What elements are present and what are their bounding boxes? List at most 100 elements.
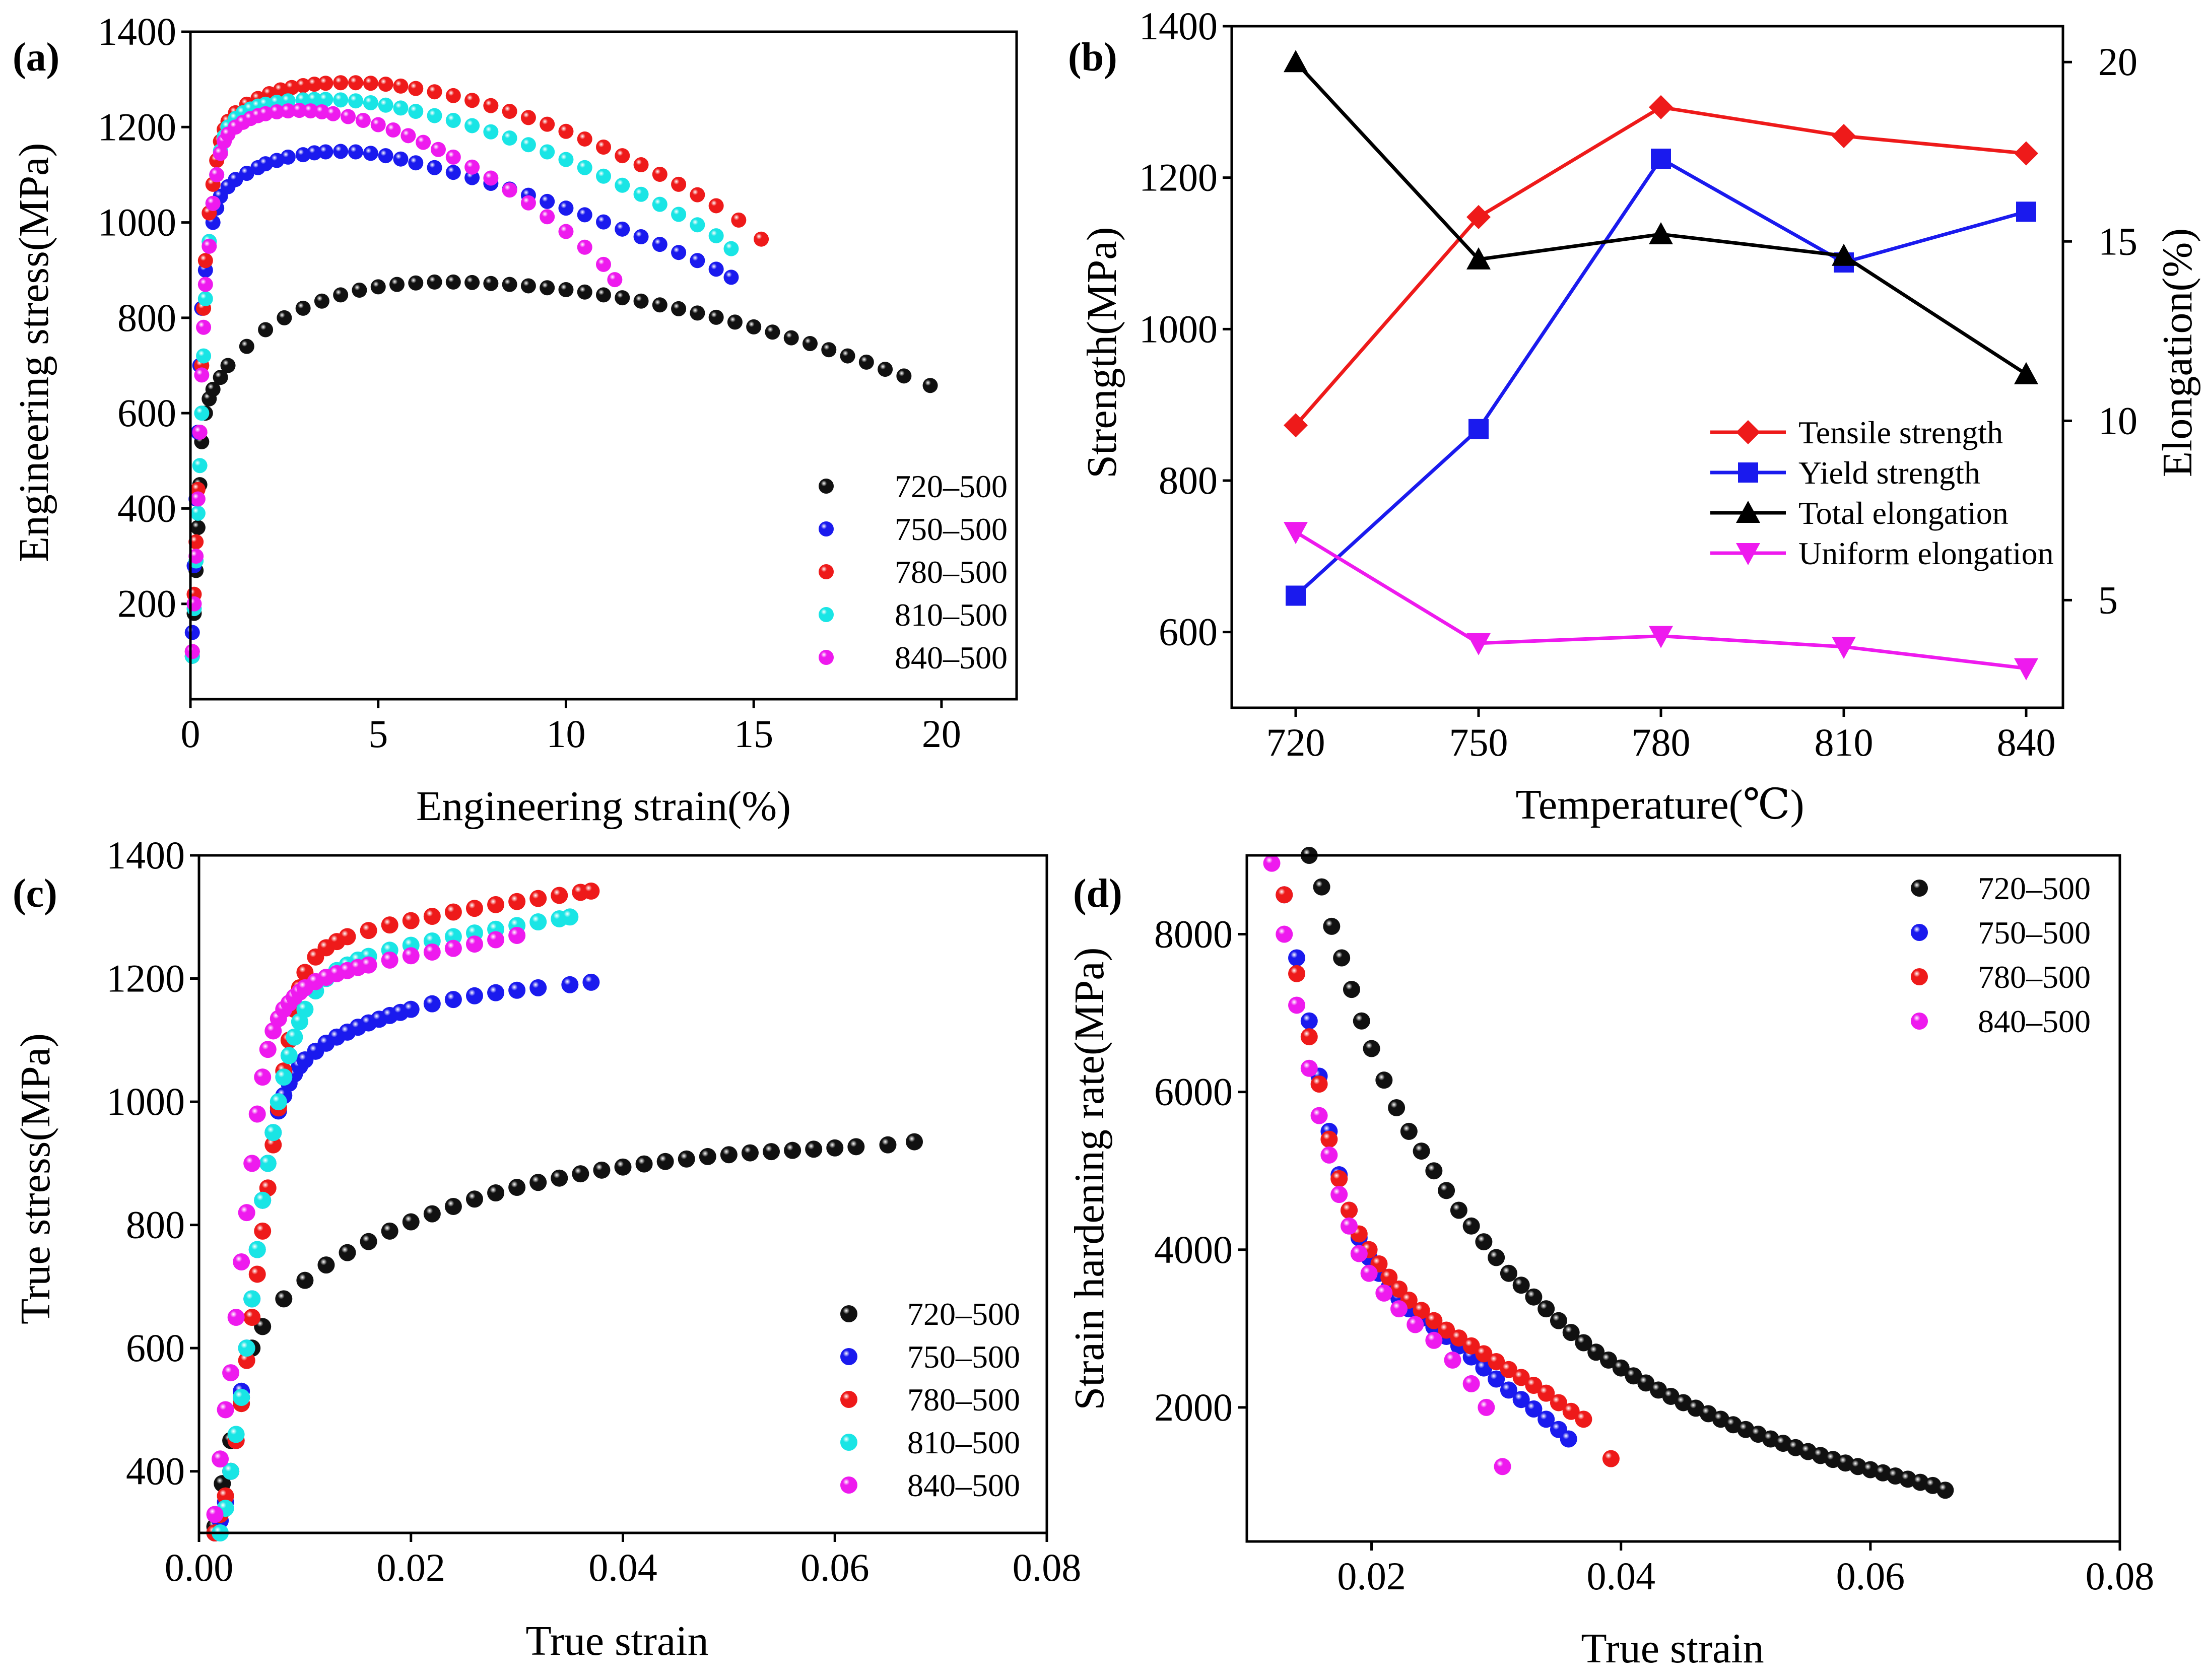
data-point-840-500: [1300, 1059, 1318, 1077]
panel-a-frame: [189, 30, 1018, 701]
data-point-810-500: [190, 505, 206, 521]
data-point-720-500: [277, 310, 292, 325]
data-point-720-500: [1462, 1217, 1480, 1235]
data-point-720-500: [296, 1271, 314, 1289]
panel-b-ticks: 720 750 780 810 840 600 800 1000 1200 1400 5 10 15 20: [1139, 4, 2137, 764]
data-point-720-500: [847, 1138, 865, 1156]
data-point-total: [1284, 50, 1308, 73]
data-point-780-500: [1380, 1268, 1398, 1286]
data-point-720-500: [1363, 1040, 1380, 1057]
data-point-840-500: [194, 367, 210, 383]
data-point-780-500: [633, 157, 649, 173]
data-point-750-500: [690, 253, 705, 268]
data-point-780-500: [273, 82, 288, 98]
data-point-840-500: [292, 103, 307, 118]
data-point-780-500: [1500, 1361, 1517, 1378]
y-tick-label: 1000: [106, 1080, 185, 1123]
data-point-840-500: [444, 939, 462, 957]
y-tick-label: 600: [126, 1326, 185, 1370]
legend-marker-720-500: [1911, 880, 1928, 897]
data-point-720-500: [427, 274, 442, 290]
data-point-720-500: [339, 1244, 356, 1261]
legend-label-780-500: 780–500: [1978, 959, 2091, 995]
data-point-720-500: [483, 276, 499, 291]
data-point-720-500: [1599, 1351, 1617, 1369]
data-point-780-500: [445, 88, 461, 103]
data-point-780-500: [307, 77, 322, 92]
data-point-720-500: [720, 1146, 738, 1164]
data-point-720-500: [1637, 1374, 1655, 1392]
y-tick-label: 1200: [98, 105, 176, 149]
x-tick-label: 0.06: [1836, 1554, 1905, 1598]
data-point-uniform: [2014, 658, 2038, 681]
data-point-720-500: [508, 1179, 526, 1196]
data-point-720-500: [1343, 981, 1360, 998]
data-point-810-500: [270, 1093, 287, 1111]
panel-b-legend: Tensile strength Yield strength Total elon…: [1710, 415, 2054, 571]
data-point-780-500: [248, 1265, 266, 1283]
data-point-840-500: [217, 1401, 234, 1419]
data-point-810-500: [264, 1124, 282, 1141]
data-point-810-500: [333, 92, 349, 108]
data-point-720-500: [295, 300, 311, 316]
legend-label-780-500: 780–500: [907, 1382, 1020, 1418]
y-tick-label: 800: [126, 1203, 185, 1247]
data-point-780-500: [1310, 1076, 1328, 1093]
data-point-720-500: [465, 1190, 483, 1208]
data-point-720-500: [1550, 1312, 1567, 1329]
x-tick-label: 0.02: [377, 1545, 446, 1589]
data-point-780-500: [295, 78, 311, 93]
legend-label-810-500: 810–500: [907, 1425, 1020, 1460]
data-point-720-500: [763, 1143, 780, 1161]
data-point-780-500: [363, 76, 378, 91]
panel-d-legend: 720–500 750–500 780–500 840–500: [1911, 870, 2091, 1039]
data-point-810-500: [348, 93, 363, 109]
data-point-720-500: [746, 319, 762, 334]
data-point-720-500: [1413, 1143, 1430, 1160]
data-point-840-500: [370, 117, 386, 132]
data-point-780-500: [284, 80, 300, 95]
y-tick-label: 600: [117, 391, 176, 435]
y-tick-label: 8000: [1154, 912, 1233, 956]
data-point-810-500: [671, 207, 687, 222]
data-point-720-500: [275, 1290, 293, 1308]
data-point-840-500: [190, 491, 206, 507]
panel-d-x-axis-label: True strain: [1581, 1625, 1764, 1672]
data-point-840-500: [238, 1204, 255, 1222]
data-point-780-500: [333, 75, 349, 91]
data-point-total: [1466, 247, 1491, 270]
data-point-840-500: [423, 943, 441, 961]
data-point-780-500: [1525, 1377, 1543, 1394]
data-point-total: [2014, 362, 2038, 384]
data-point-810-500: [444, 928, 462, 946]
data-point-720-500: [1353, 1012, 1370, 1030]
data-point-720-500: [558, 282, 574, 298]
data-point-810-500: [238, 1339, 255, 1357]
data-point-750-500: [1537, 1410, 1555, 1428]
data-point-810-500: [615, 177, 630, 193]
panel-a-legend: 720–500 750–500 780–500 810–500 840–500: [819, 468, 1008, 676]
panel-c-label: (c): [13, 871, 57, 916]
x-tick-label: 0: [181, 712, 200, 756]
data-point-720-500: [803, 335, 818, 351]
data-point-750-500: [1488, 1370, 1505, 1388]
data-point-uniform: [1466, 633, 1491, 655]
data-point-720-500: [402, 1213, 420, 1231]
data-point-780-500: [1276, 886, 1293, 904]
data-point-720-500: [671, 301, 687, 316]
data-point-810-500: [723, 241, 739, 256]
data-point-780-500: [378, 77, 393, 92]
data-point-840-500: [209, 167, 225, 182]
y-right-tick-label: 20: [2098, 40, 2137, 84]
data-point-750-500: [427, 160, 442, 175]
data-point-750-500: [671, 245, 687, 260]
data-point-840-500: [259, 1041, 277, 1058]
data-point-720-500: [352, 282, 367, 298]
panel-b-marks: [1284, 50, 2038, 681]
legend-label-750-500: 750–500: [907, 1339, 1020, 1375]
data-point-840-500: [1462, 1375, 1480, 1392]
data-point-840-500: [445, 149, 461, 165]
panel-d: (d) True strain Strain hardening rate(MP…: [1066, 847, 2154, 1672]
x-tick-label: 10: [546, 712, 585, 756]
